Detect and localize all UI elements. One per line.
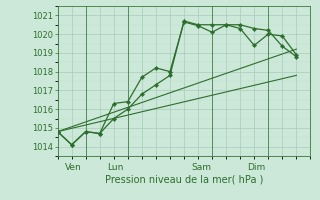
X-axis label: Pression niveau de la mer( hPa ): Pression niveau de la mer( hPa )	[105, 175, 263, 185]
Text: Lun: Lun	[107, 163, 123, 172]
Text: Sam: Sam	[191, 163, 211, 172]
Text: Ven: Ven	[65, 163, 81, 172]
Text: Dim: Dim	[247, 163, 266, 172]
